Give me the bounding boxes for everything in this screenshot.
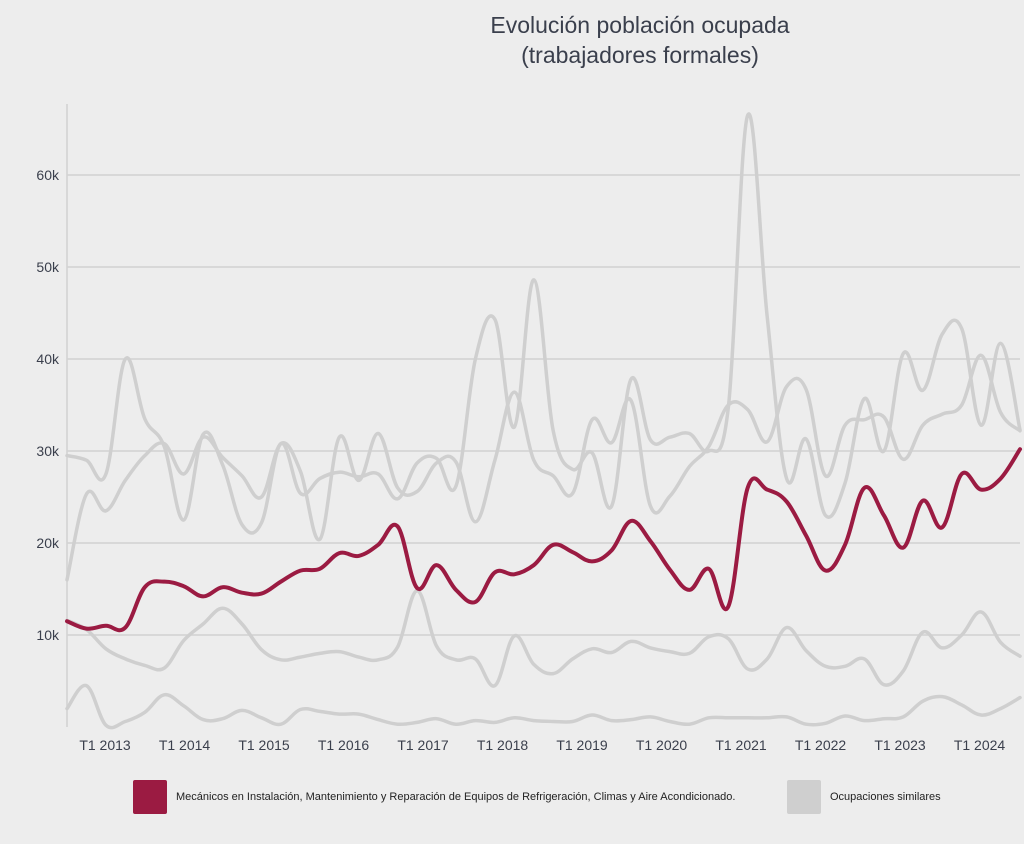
x-tick-label: T1 2015 <box>238 737 290 753</box>
x-tick-label: T1 2024 <box>954 737 1006 753</box>
x-tick-label: T1 2013 <box>79 737 131 753</box>
x-tick-label: T1 2018 <box>477 737 529 753</box>
chart-title-line2: (trabajadores formales) <box>521 42 759 68</box>
x-tick-label: T1 2020 <box>636 737 688 753</box>
legend-swatch-highlight <box>133 780 167 814</box>
legend: Mecánicos en Instalación, Mantenimiento … <box>0 780 1024 820</box>
legend-item-highlight[interactable]: Mecánicos en Instalación, Mantenimiento … <box>133 780 735 814</box>
series-line-similar[interactable] <box>65 589 1022 688</box>
x-tick-label: T1 2019 <box>556 737 608 753</box>
series-line-similar[interactable] <box>65 353 1022 582</box>
x-tick-label: T1 2017 <box>397 737 449 753</box>
y-tick-label: 60k <box>36 167 60 183</box>
series-lines <box>65 112 1022 730</box>
y-tick-label: 20k <box>36 535 60 551</box>
x-tick-label: T1 2014 <box>159 737 211 753</box>
legend-label-similar: Ocupaciones similares <box>830 791 941 803</box>
y-axis-ticks: 10k 20k 30k 40k 50k 60k <box>36 167 60 643</box>
chart-title: Evolución población ocupada (trabajadore… <box>430 10 850 70</box>
chart-title-line1: Evolución población ocupada <box>490 12 790 38</box>
gridlines <box>66 104 1020 727</box>
y-tick-label: 40k <box>36 351 60 367</box>
series-line-similar[interactable] <box>65 112 1022 535</box>
legend-label-highlight: Mecánicos en Instalación, Mantenimiento … <box>176 791 736 803</box>
y-tick-label: 30k <box>36 443 60 459</box>
x-tick-label: T1 2023 <box>874 737 926 753</box>
legend-item-similar[interactable]: Ocupaciones similares <box>787 780 941 814</box>
x-axis-ticks: T1 2013 T1 2014 T1 2015 T1 2016 T1 2017 T1 20… <box>79 737 1005 753</box>
y-tick-label: 10k <box>36 627 60 643</box>
legend-swatch-similar <box>787 780 821 814</box>
x-tick-label: T1 2021 <box>715 737 767 753</box>
x-tick-label: T1 2022 <box>795 737 847 753</box>
series-line-similar[interactable] <box>65 683 1022 730</box>
x-tick-label: T1 2016 <box>318 737 370 753</box>
y-tick-label: 50k <box>36 259 60 275</box>
series-line-mecanicos[interactable] <box>65 447 1022 633</box>
line-chart: 10k 20k 30k 40k 50k 60k T1 2013 T1 2014 T1 2015… <box>36 104 1022 753</box>
